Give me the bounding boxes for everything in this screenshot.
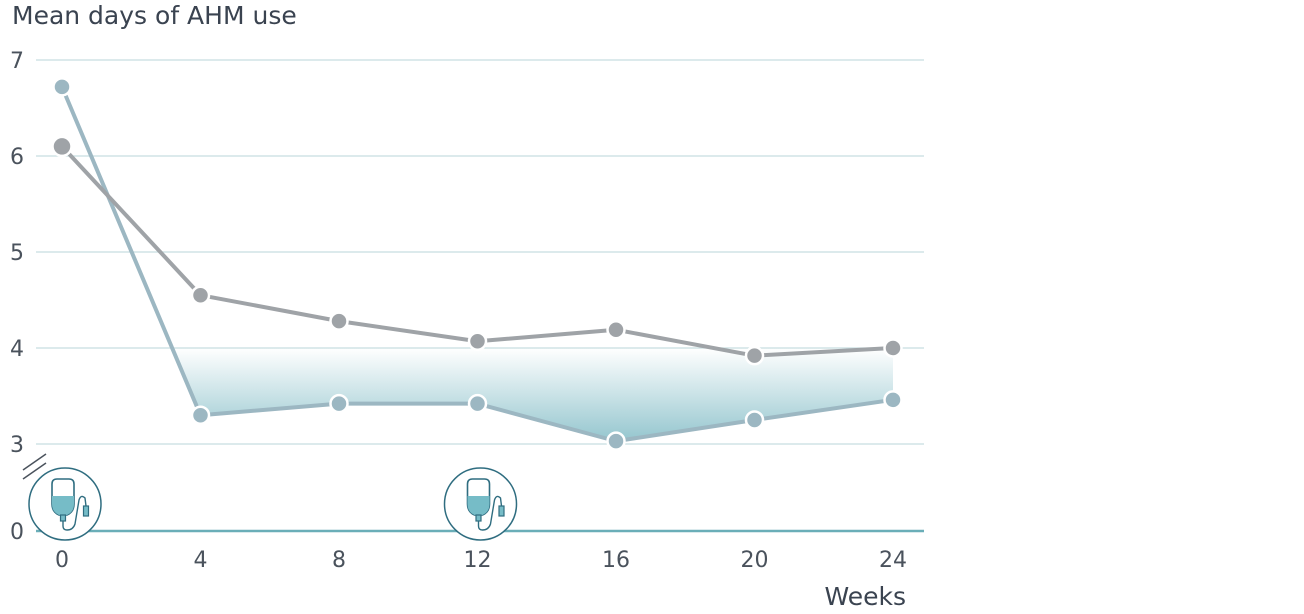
y-tick-label: 5: [10, 241, 24, 266]
axis-break-mark: [22, 462, 47, 480]
series-1-point: [190, 405, 211, 425]
series-0-point: [51, 135, 73, 158]
series-0-point: [190, 285, 211, 305]
y-tick-label: 4: [10, 337, 24, 362]
x-tick-label: 12: [464, 548, 492, 573]
series-1-point: [883, 390, 903, 410]
x-tick-label: 20: [741, 548, 769, 573]
x-axis-label: Weeks: [824, 582, 906, 611]
data-points: [51, 77, 903, 451]
annotation-icons: [28, 467, 518, 541]
series-1-point: [467, 393, 488, 414]
series-0-point: [744, 345, 765, 366]
x-tick-label: 4: [194, 548, 208, 573]
grid-lines: [22, 59, 924, 533]
series-0-point: [329, 311, 349, 331]
x-tick-label: 8: [332, 548, 346, 573]
axis-break-mark: [22, 453, 47, 471]
series-0-point: [467, 331, 488, 352]
series-1-point: [329, 393, 349, 414]
y-tick-label: 6: [10, 145, 24, 170]
x-tick-label: 24: [879, 548, 907, 573]
series-1-point: [606, 431, 626, 451]
axis-labels: 0 3 4 5 6 7 0 4 8 12 16 20 24 Weeks: [10, 49, 907, 611]
chart-title: Mean days of AHM use: [12, 1, 297, 30]
iv-infusion-bag-icon: [28, 467, 102, 541]
series-1-point: [744, 410, 765, 430]
x-tick-label: 16: [602, 548, 630, 573]
series-0-point: [606, 320, 626, 340]
shaded-gap-area: [172, 348, 893, 442]
x-tick-label: 0: [55, 548, 69, 573]
iv-infusion-bag-icon: [443, 467, 518, 541]
series-1-point: [52, 77, 72, 97]
shaded-area: [172, 348, 893, 442]
y-tick-label: 0: [10, 520, 24, 545]
series-line-0: [60, 145, 894, 358]
y-tick-label: 3: [10, 433, 24, 458]
series-0-point: [883, 338, 903, 358]
y-tick-label: 7: [10, 49, 24, 74]
